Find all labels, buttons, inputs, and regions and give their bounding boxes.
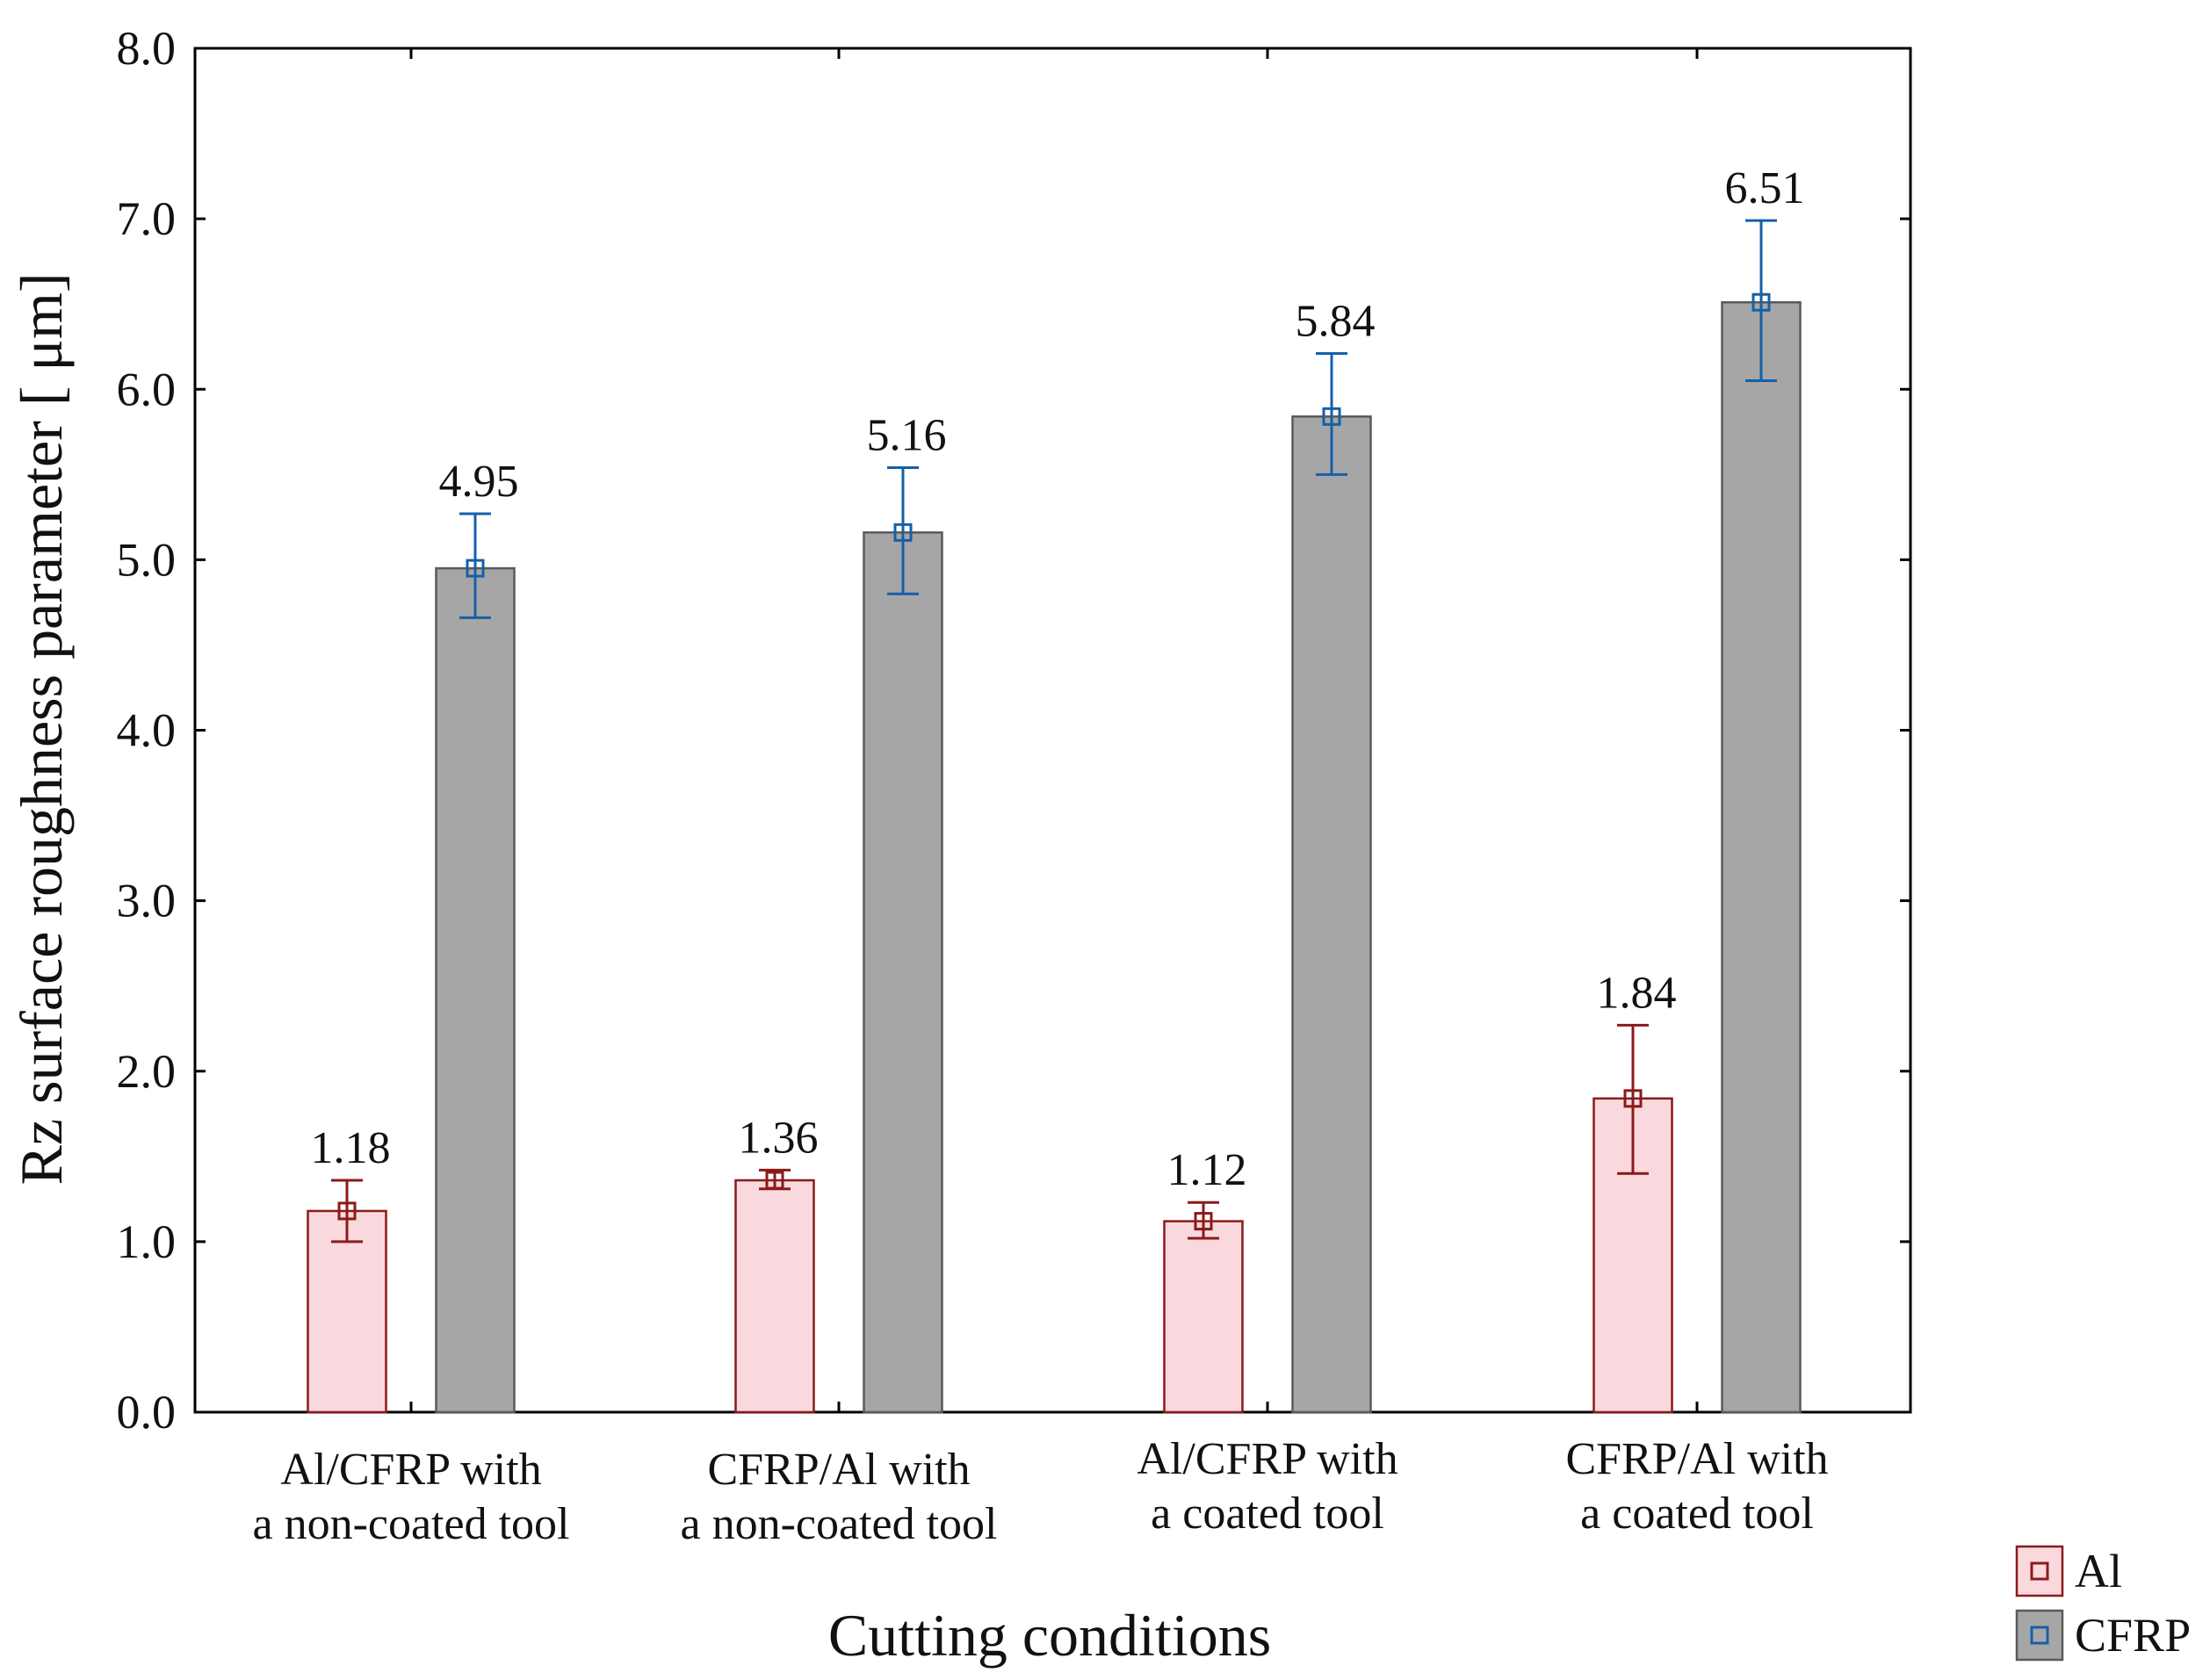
x-axis-title: Cutting conditions	[828, 1602, 1271, 1669]
legend-marker	[2030, 1626, 2049, 1645]
bars	[307, 300, 1802, 1414]
mean-marker	[466, 559, 485, 578]
bar-cfrp	[863, 531, 943, 1414]
bar-al	[307, 1209, 387, 1414]
legend-label: Al	[2075, 1545, 2122, 1597]
mean-marker	[1623, 1089, 1643, 1108]
x-category-label: a non-coated tool	[681, 1499, 998, 1549]
legend-swatch-cfrp	[2015, 1609, 2064, 1662]
y-tick-label: 1.0	[117, 1215, 177, 1268]
y-axis-title: Rz surface roughness parameter [ μm]	[8, 272, 75, 1185]
x-category-label: Al/CFRP with	[280, 1445, 541, 1495]
legend-swatch-al	[2015, 1545, 2064, 1597]
legend-marker	[2030, 1561, 2049, 1581]
y-tick-label: 5.0	[117, 533, 177, 586]
y-tick-label: 8.0	[117, 22, 177, 75]
bar-cfrp	[1721, 300, 1802, 1414]
y-tick-label: 7.0	[117, 192, 177, 245]
y-axis: 0.0 1.0 2.0 3.0 4.0 5.0 6.0 7.0 8.0	[117, 22, 1910, 1438]
value-labels: 1.18 1.36 1.12 1.84 4.95 5.16 5.84 6.51	[311, 163, 1805, 1195]
value-label: 4.95	[439, 457, 519, 507]
x-category-label: CFRP/Al with	[707, 1445, 970, 1495]
legend-label: CFRP	[2075, 1609, 2191, 1662]
value-label: 1.18	[311, 1123, 391, 1173]
mean-marker	[337, 1201, 357, 1221]
mean-marker	[1751, 292, 1771, 312]
value-label: 1.84	[1597, 968, 1677, 1018]
x-category-label: a coated tool	[1151, 1489, 1384, 1539]
value-label: 1.36	[739, 1113, 819, 1163]
error-bars	[331, 219, 1777, 1244]
legend: Al CFRP	[2015, 1545, 2191, 1662]
x-category-label: CFRP/Al with	[1565, 1434, 1828, 1484]
value-label: 5.84	[1296, 296, 1376, 346]
y-tick-label: 6.0	[117, 363, 177, 415]
y-tick-label: 2.0	[117, 1045, 177, 1098]
value-label: 6.51	[1725, 163, 1805, 213]
mean-marker	[1322, 407, 1341, 426]
mean-marker	[893, 523, 913, 542]
x-category-label: a non-coated tool	[253, 1499, 570, 1549]
value-label: 1.12	[1167, 1145, 1247, 1195]
y-tick-label: 0.0	[117, 1386, 177, 1438]
x-category-label: a coated tool	[1580, 1489, 1814, 1539]
bar-cfrp	[1291, 415, 1372, 1414]
mean-marker	[1194, 1212, 1213, 1231]
bar-al	[1163, 1220, 1244, 1414]
bar-al	[734, 1179, 815, 1414]
x-category-label: Al/CFRP with	[1137, 1434, 1398, 1484]
y-tick-label: 3.0	[117, 875, 177, 927]
mean-marker	[765, 1171, 784, 1190]
bar-cfrp	[435, 566, 516, 1414]
value-label: 5.16	[867, 411, 947, 461]
y-tick-label: 4.0	[117, 704, 177, 757]
